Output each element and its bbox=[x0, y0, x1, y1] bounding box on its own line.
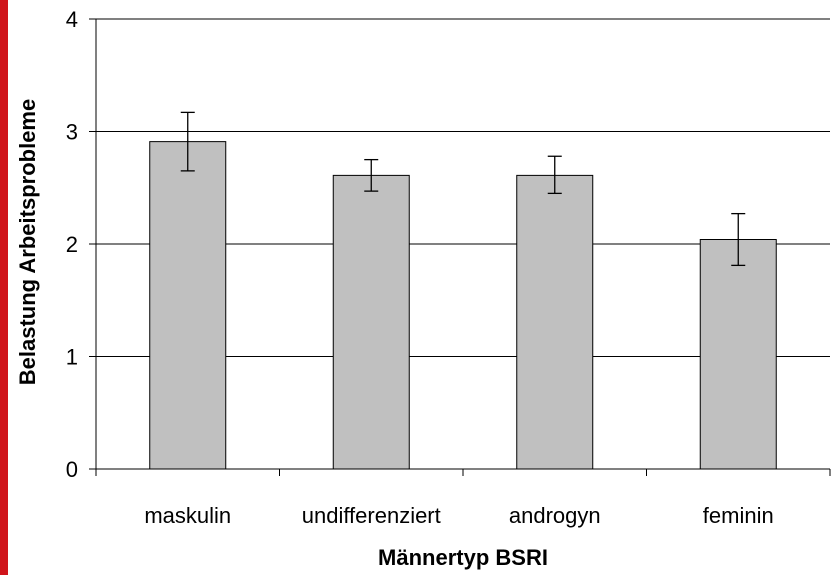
y-tick-label: 0 bbox=[66, 457, 78, 482]
x-tick-label: androgyn bbox=[509, 503, 601, 528]
x-tick-label: feminin bbox=[703, 503, 774, 528]
bars bbox=[149, 141, 777, 470]
bar-undifferenziert bbox=[332, 174, 410, 470]
y-tick-label: 1 bbox=[66, 345, 78, 370]
bar-androgyn bbox=[516, 174, 594, 470]
x-axis-title: Männertyp BSRI bbox=[378, 545, 548, 570]
y-axis-title: Belastung Arbeitsprobleme bbox=[15, 99, 40, 385]
x-tick-labels: maskulin undifferenziert androgyn feminin bbox=[144, 503, 773, 528]
x-tick-label: undifferenziert bbox=[302, 503, 441, 528]
y-tick-labels: 0 1 2 3 4 bbox=[66, 7, 78, 482]
y-tick-label: 4 bbox=[66, 7, 78, 32]
y-tick-label: 2 bbox=[66, 232, 78, 257]
axes bbox=[89, 18, 831, 476]
bar-maskulin bbox=[149, 141, 227, 470]
y-tick-label: 3 bbox=[66, 120, 78, 145]
left-accent-bar bbox=[0, 0, 8, 575]
bar-feminin bbox=[699, 239, 777, 470]
x-tick-label: maskulin bbox=[144, 503, 231, 528]
error-bars bbox=[180, 111, 746, 267]
